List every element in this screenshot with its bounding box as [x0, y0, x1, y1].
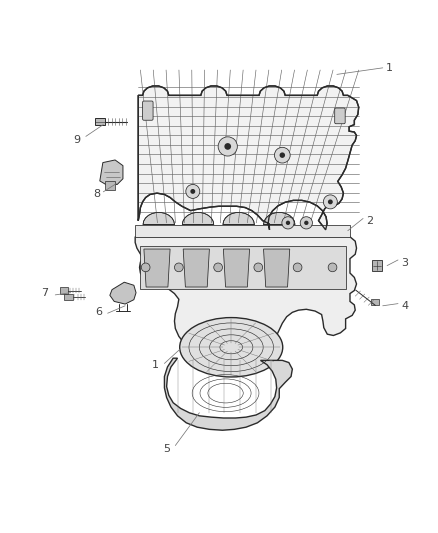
Polygon shape — [143, 213, 174, 224]
Polygon shape — [110, 282, 136, 304]
Circle shape — [286, 221, 290, 225]
Polygon shape — [138, 86, 359, 230]
Bar — [141, 246, 346, 289]
Text: 9: 9 — [74, 135, 81, 145]
Circle shape — [191, 189, 195, 194]
Polygon shape — [264, 249, 290, 287]
Bar — [371, 299, 379, 305]
Circle shape — [323, 195, 337, 209]
Text: 2: 2 — [366, 216, 373, 225]
Circle shape — [300, 217, 312, 229]
Bar — [135, 224, 350, 237]
Bar — [60, 287, 68, 294]
FancyBboxPatch shape — [143, 101, 153, 120]
Polygon shape — [144, 249, 170, 287]
Ellipse shape — [180, 318, 283, 377]
Text: 1: 1 — [386, 63, 393, 73]
Circle shape — [293, 263, 302, 272]
Polygon shape — [223, 249, 250, 287]
Circle shape — [328, 263, 337, 272]
Polygon shape — [100, 160, 123, 185]
Circle shape — [218, 137, 237, 156]
Circle shape — [279, 152, 285, 158]
Text: 7: 7 — [41, 288, 48, 298]
Text: 4: 4 — [401, 301, 408, 311]
Polygon shape — [164, 358, 292, 430]
Circle shape — [174, 263, 183, 272]
Circle shape — [224, 143, 231, 150]
Circle shape — [141, 263, 150, 272]
Bar — [95, 118, 106, 125]
Circle shape — [328, 199, 333, 204]
Text: 5: 5 — [163, 443, 170, 454]
Text: 6: 6 — [95, 308, 102, 317]
Circle shape — [254, 263, 263, 272]
Circle shape — [214, 263, 223, 272]
Bar — [372, 261, 382, 271]
Circle shape — [275, 147, 290, 163]
Text: 8: 8 — [93, 189, 100, 199]
Circle shape — [304, 221, 308, 225]
Bar — [106, 181, 115, 190]
Polygon shape — [264, 213, 295, 224]
Bar — [64, 294, 73, 300]
Polygon shape — [182, 213, 214, 224]
Polygon shape — [135, 237, 357, 358]
Text: 1: 1 — [152, 360, 159, 370]
Text: 3: 3 — [401, 258, 408, 268]
Circle shape — [186, 184, 200, 198]
FancyBboxPatch shape — [335, 108, 345, 124]
Circle shape — [282, 217, 294, 229]
Polygon shape — [183, 249, 209, 287]
Polygon shape — [223, 213, 254, 224]
